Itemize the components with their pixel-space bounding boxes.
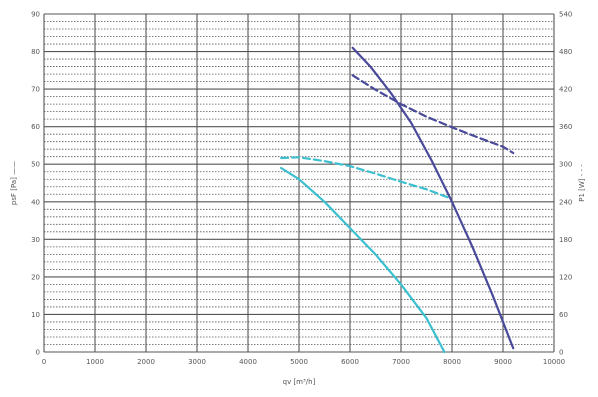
grid: [43, 13, 555, 353]
y-left-tick-label: 10: [31, 311, 40, 319]
y-right-tick-label: 540: [559, 11, 572, 19]
y-right-tick-label: 0: [559, 349, 563, 357]
y-axis-right-label: P1 [W] - - -: [578, 164, 586, 202]
y-left-tick-label: 40: [31, 198, 40, 206]
y-left-tick-label: 30: [31, 236, 40, 244]
x-tick-label: 10000: [543, 358, 565, 366]
x-tick-label: 9000: [494, 358, 512, 366]
y-axis-left-label: psF [Pa] ——: [10, 161, 18, 205]
x-tick-label: 1000: [86, 358, 104, 366]
y-left-tick-label: 70: [31, 86, 40, 94]
x-tick-label: 3000: [188, 358, 206, 366]
y-right-tick-label: 180: [559, 236, 572, 244]
x-tick-label: 5000: [290, 358, 308, 366]
y-left-tick-label: 20: [31, 273, 40, 281]
tick-labels: 0 1000 2000 3000 4000 5000 6000 7000 8000 9000 100…: [31, 11, 572, 367]
y-right-tick-label: 420: [559, 86, 572, 94]
x-tick-label: 2000: [137, 358, 155, 366]
x-tick-label: 6000: [341, 358, 359, 366]
x-tick-label: 7000: [392, 358, 410, 366]
x-tick-label: 8000: [443, 358, 461, 366]
y-right-tick-label: 480: [559, 48, 572, 56]
series-line-3-solid: [280, 166, 446, 354]
y-left-tick-label: 50: [31, 161, 40, 169]
series-line-4-dashed: [280, 156, 451, 200]
y-left-tick-label: 90: [31, 11, 40, 19]
x-axis-label: qv [m³/h]: [283, 378, 316, 386]
y-right-tick-label: 360: [559, 123, 572, 131]
y-left-tick-label: 80: [31, 48, 40, 56]
y-right-tick-label: 240: [559, 198, 572, 206]
y-left-tick-label: 60: [31, 123, 40, 131]
series-line-2-dashed: [351, 74, 515, 155]
y-right-tick-label: 300: [559, 161, 572, 169]
y-right-tick-label: 120: [559, 273, 572, 281]
series-line-1-solid: [351, 46, 515, 350]
x-tick-label: 0: [42, 358, 46, 366]
x-tick-label: 4000: [239, 358, 257, 366]
y-right-tick-label: 60: [559, 311, 568, 319]
y-left-tick-label: 0: [36, 349, 40, 357]
series-group: [280, 46, 515, 354]
